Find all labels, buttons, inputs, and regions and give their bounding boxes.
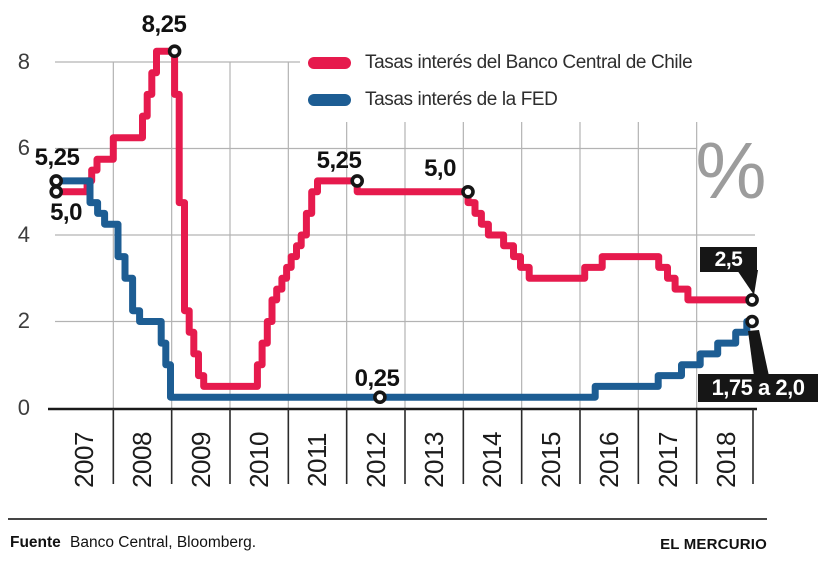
data-point-marker-chile	[745, 293, 759, 307]
y-axis-label: 2	[17, 308, 30, 333]
badge-chile-current-rate: 2,5	[700, 247, 757, 272]
x-axis-label-2008: 2008	[127, 432, 157, 488]
annotation-chile-2013: 5,0	[424, 155, 456, 182]
data-point-marker-chile	[167, 44, 182, 59]
legend-swatch-fed	[308, 94, 351, 106]
x-axis-label-2014: 2014	[477, 432, 507, 488]
source-text: Banco Central, Bloomberg.	[70, 534, 257, 551]
annotation-fed-start: 5,25	[34, 144, 80, 171]
data-point-marker-fed	[49, 174, 64, 188]
x-axis-label-2012: 2012	[361, 432, 391, 488]
data-point-marker-fed	[745, 314, 759, 329]
badge-pointer-chile	[737, 270, 758, 295]
y-axis-label: 8	[17, 49, 30, 74]
x-axis-label-2013: 2013	[419, 432, 449, 488]
x-axis-label-2017: 2017	[653, 432, 683, 488]
annotation-chile-2011: 5,25	[316, 147, 362, 174]
x-axis-label-2010: 2010	[244, 432, 274, 488]
data-point-marker-chile	[350, 174, 365, 188]
badge-pointer-fed	[748, 330, 769, 376]
badge-fed-current-rate: 1,75 a 2,0	[698, 374, 818, 402]
legend-swatch-chile	[308, 57, 351, 69]
x-axis-label-2007: 2007	[69, 432, 99, 488]
y-axis-label: 6	[17, 135, 30, 160]
annotation-chile-peak: 8,25	[141, 11, 187, 38]
legend-label-fed: Tasas interés de la FED	[365, 89, 558, 110]
credit-text: EL MERCURIO	[660, 536, 767, 553]
x-axis-label-2015: 2015	[536, 432, 566, 488]
legend-item-fed: Tasas interés de la FED	[308, 89, 558, 111]
y-axis-label: 4	[17, 222, 30, 247]
data-point-marker-chile	[49, 185, 64, 199]
x-axis-label-2009: 2009	[186, 432, 216, 488]
data-point-marker-fed	[373, 390, 387, 405]
legend-label-chile: Tasas interés del Banco Central de Chile	[365, 52, 693, 73]
x-axis-label-2016: 2016	[594, 432, 624, 488]
footer-divider	[8, 518, 767, 520]
series-line-fed	[51, 177, 757, 401]
legend-item-chile: Tasas interés del Banco Central de Chile	[308, 52, 693, 74]
percent-symbol: %	[695, 126, 767, 215]
source-label: Fuente	[10, 534, 61, 551]
annotation-fed-low: 0,25	[354, 365, 400, 392]
x-axis-label-2011: 2011	[302, 433, 332, 487]
series-line-chile	[51, 47, 757, 390]
x-axis-label-2018: 2018	[711, 432, 741, 488]
data-point-marker-chile	[461, 185, 475, 199]
annotation-chile-start: 5,0	[50, 199, 82, 226]
y-axis-label: 0	[17, 395, 30, 420]
